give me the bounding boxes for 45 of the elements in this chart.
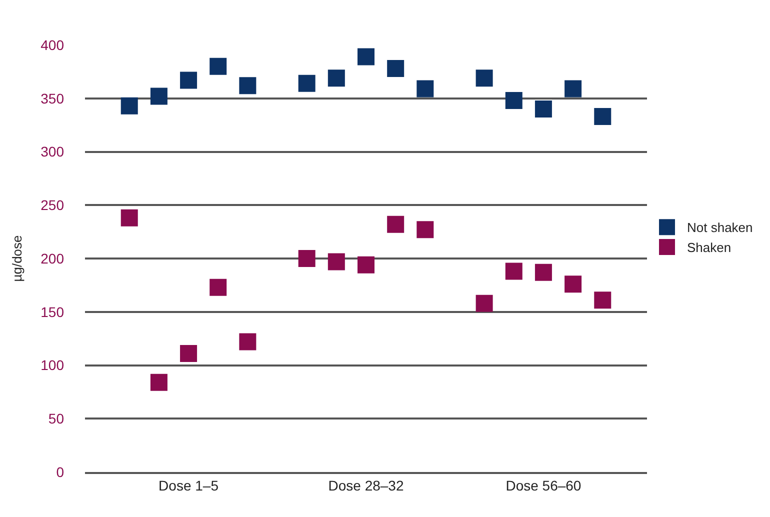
y-tick-label: 250 [40, 197, 64, 214]
point [328, 70, 345, 87]
point [564, 80, 582, 98]
point [150, 374, 168, 391]
x-tick-label: Dose 56–60 [506, 478, 582, 494]
point [416, 80, 434, 98]
point [150, 88, 168, 105]
point [594, 292, 612, 309]
point [180, 345, 198, 362]
point [358, 256, 374, 274]
y-tick-label: 300 [40, 144, 64, 160]
point [298, 74, 316, 92]
y-tick-label: 200 [40, 250, 64, 266]
point [298, 250, 316, 267]
point [120, 209, 138, 226]
legend-label: Shaken [687, 240, 732, 256]
point [534, 264, 552, 281]
point [476, 294, 493, 312]
y-tick-label: 400 [40, 36, 64, 53]
point [476, 70, 493, 87]
point [210, 58, 227, 75]
y-tick-label: 0 [56, 464, 64, 480]
point [564, 276, 582, 293]
y-tick-label: 150 [40, 304, 64, 320]
point [210, 278, 227, 296]
point [416, 221, 434, 238]
point [505, 92, 522, 110]
point [120, 97, 138, 114]
point [594, 108, 612, 126]
y-tick-label: 50 [48, 410, 64, 427]
point [387, 60, 404, 77]
point [239, 333, 256, 350]
x-tick-label: Dose 28–32 [328, 478, 404, 494]
point [239, 77, 256, 94]
point [358, 48, 374, 66]
point [505, 262, 522, 280]
y-tick-label: 100 [40, 357, 64, 374]
point [328, 253, 345, 270]
legend-label: Not shaken [687, 220, 753, 236]
point [180, 72, 198, 89]
y-tick-label: 350 [40, 90, 64, 106]
x-tick-label: Dose 1–5 [158, 478, 219, 494]
point [387, 216, 404, 233]
y-axis-title: µg/dose [10, 235, 25, 282]
point [534, 100, 552, 118]
